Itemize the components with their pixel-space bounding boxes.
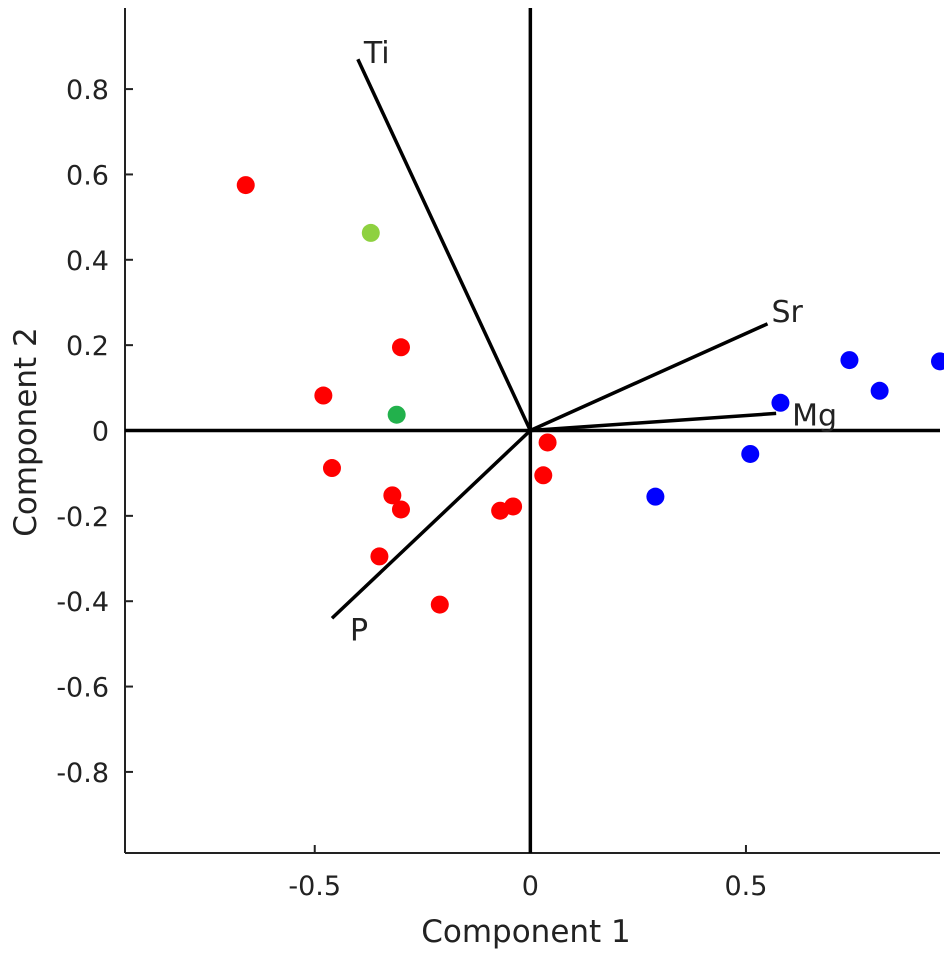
data-point bbox=[383, 486, 402, 505]
data-point bbox=[504, 497, 523, 516]
y-tick-label: 0.8 bbox=[66, 75, 109, 106]
y-tick-label: 0 bbox=[92, 417, 109, 448]
y-tick-label: -0.4 bbox=[56, 587, 109, 618]
y-tick-label: 0.4 bbox=[66, 246, 109, 277]
vector-mg-line bbox=[530, 411, 777, 433]
score-points bbox=[236, 176, 944, 614]
vector-p-line bbox=[330, 429, 532, 620]
x-tick-label: 0 bbox=[522, 871, 539, 902]
data-point bbox=[741, 444, 760, 463]
y-tick-label: 0.6 bbox=[66, 160, 109, 191]
data-point bbox=[322, 459, 341, 478]
y-tick-label: 0.2 bbox=[66, 331, 109, 362]
vector-ti-line bbox=[356, 58, 532, 432]
x-tick-label: 0.5 bbox=[724, 871, 767, 902]
data-point bbox=[771, 393, 790, 412]
data-point bbox=[391, 338, 410, 357]
data-point bbox=[646, 487, 665, 506]
data-point bbox=[236, 176, 255, 195]
data-point bbox=[361, 223, 380, 242]
vector-sr-label: Sr bbox=[772, 295, 804, 330]
x-tick-label: -0.5 bbox=[288, 871, 341, 902]
data-point bbox=[314, 386, 333, 405]
y-axis-title: Component 2 bbox=[8, 327, 44, 537]
data-point bbox=[370, 547, 389, 566]
data-point bbox=[870, 381, 889, 400]
data-point bbox=[387, 405, 406, 424]
vector-sr-line bbox=[529, 322, 769, 433]
data-point bbox=[840, 351, 859, 370]
vector-p-label: P bbox=[350, 613, 368, 648]
data-point bbox=[538, 433, 557, 452]
y-tick-label: -0.6 bbox=[56, 673, 109, 704]
y-tick-label: -0.2 bbox=[56, 502, 109, 533]
data-point bbox=[391, 500, 410, 519]
tick-group: -0.5 0 0.5 0.8 0.6 0.4 0.2 0 -0.2 -0.4 -0.6 -0.8 bbox=[56, 75, 767, 902]
loading-vectors: Ti Sr Mg P bbox=[330, 36, 837, 648]
data-point bbox=[534, 466, 553, 485]
y-tick-label: -0.8 bbox=[56, 758, 109, 789]
data-point bbox=[430, 595, 449, 614]
vector-mg-label: Mg bbox=[792, 398, 837, 433]
x-axis-title: Component 1 bbox=[421, 914, 631, 950]
data-point bbox=[931, 352, 944, 371]
vector-ti-label: Ti bbox=[363, 36, 390, 71]
